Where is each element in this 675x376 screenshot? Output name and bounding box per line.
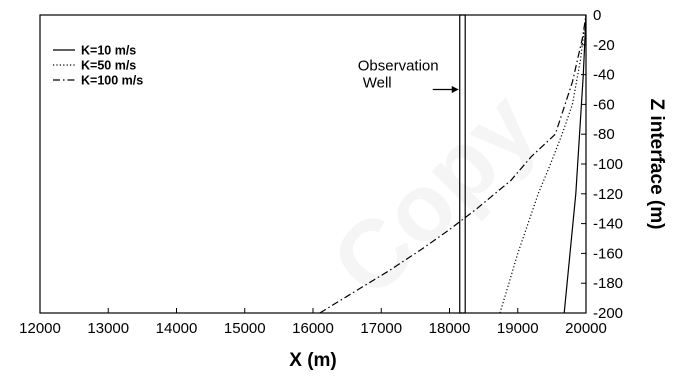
y-tick-label: 0 (593, 7, 601, 24)
y-tick-label: -160 (593, 245, 623, 262)
x-tick-label: 14000 (156, 320, 198, 337)
y-tick-label: -200 (593, 305, 623, 322)
series-line-3 (319, 14, 587, 314)
observation-well: Observation Well (358, 14, 466, 314)
legend: K=10 m/sK=50 m/sK=100 m/s (53, 44, 143, 88)
x-tick-label: 17000 (360, 320, 402, 337)
annotation-text-well: Well (363, 75, 392, 92)
watermark-text: Copy (312, 72, 557, 317)
x-tick-label: 18000 (429, 320, 471, 337)
x-tick-label: 20000 (565, 320, 607, 337)
y-tick-label: -100 (593, 156, 623, 173)
y-tick-label: -180 (593, 275, 623, 292)
y-tick-label: -120 (593, 186, 623, 203)
legend-label-1: K=10 m/s (81, 44, 136, 58)
series-line-2 (499, 14, 587, 314)
annotation-text-observation: Observation (358, 58, 439, 75)
x-tick-label: 16000 (292, 320, 334, 337)
y-tick-label: -80 (593, 126, 615, 143)
x-tick-label: 19000 (497, 320, 539, 337)
legend-label-3: K=100 m/s (81, 74, 143, 88)
observation-well-rect (459, 14, 466, 314)
y-axis: 0 -20 -40 -60 -80 -100 -120 -140 -160 -180 -200 (581, 7, 623, 322)
x-axis: 12000 13000 14000 15000 16000 17000 18000 19000… (19, 308, 607, 337)
y-tick-label: -40 (593, 67, 615, 84)
x-tick-label: 12000 (19, 320, 61, 337)
y-axis-title: Z interface (m) (646, 99, 667, 230)
x-tick-label: 15000 (224, 320, 266, 337)
observation-well-arrowhead (451, 86, 459, 93)
x-axis-title: X (m) (289, 350, 337, 371)
y-tick-label: -60 (593, 96, 615, 113)
x-tick-label: 13000 (87, 320, 129, 337)
y-tick-label: -20 (593, 37, 615, 54)
legend-label-2: K=50 m/s (81, 59, 136, 73)
y-tick-label: -140 (593, 216, 623, 233)
